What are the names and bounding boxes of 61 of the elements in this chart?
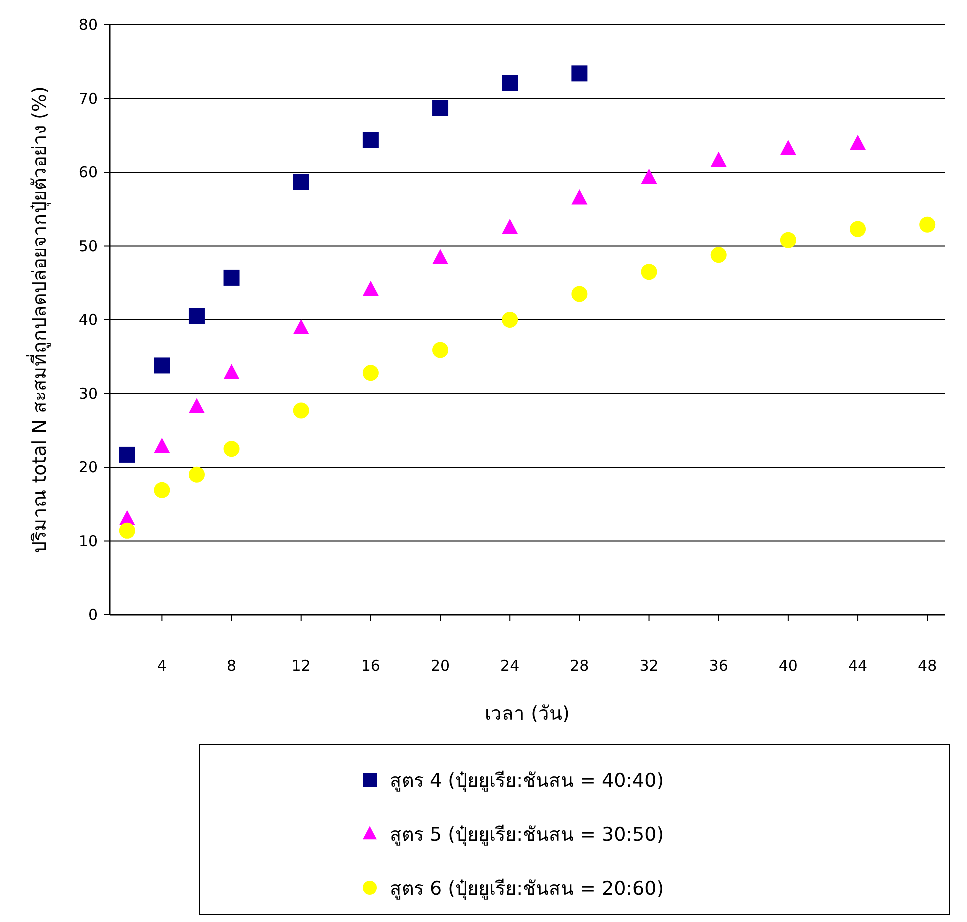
point — [362, 280, 379, 296]
point — [224, 364, 240, 380]
point — [293, 174, 310, 190]
point — [154, 358, 170, 374]
y-tick-label: 20 — [78, 458, 98, 476]
point — [119, 522, 136, 539]
point — [293, 402, 310, 419]
x-tick-label: 44 — [848, 657, 868, 675]
point — [432, 100, 449, 116]
point — [119, 446, 136, 463]
point — [154, 438, 170, 454]
point — [780, 232, 796, 248]
point — [780, 140, 796, 156]
point — [710, 152, 727, 168]
x-tick-label: 20 — [430, 657, 450, 675]
y-tick-label: 30 — [78, 384, 98, 403]
point — [710, 247, 727, 264]
point — [224, 270, 240, 286]
point — [188, 398, 205, 414]
point — [850, 134, 866, 150]
legend-label: สูตร 5 (ปุ๋ยยูเรีย:ชันสน = 30:50) — [390, 824, 664, 847]
x-tick-label: 12 — [292, 657, 311, 675]
y-tick-label: 50 — [78, 237, 98, 256]
y-tick-label: 40 — [78, 311, 98, 329]
legend-label: สูตร 6 (ปุ๋ยยูเรีย:ชันสน = 20:60) — [390, 878, 664, 901]
point — [572, 190, 588, 205]
x-tick-label: 24 — [500, 657, 520, 675]
point — [641, 264, 658, 280]
point — [362, 365, 379, 382]
point — [502, 75, 518, 92]
y-tick-label: 70 — [78, 90, 98, 108]
x-tick-label: 48 — [918, 657, 938, 675]
point — [293, 319, 310, 335]
point — [154, 482, 170, 498]
x-tick-label: 40 — [778, 657, 798, 675]
point — [432, 342, 449, 358]
point — [188, 308, 205, 324]
point — [188, 466, 205, 483]
point — [502, 312, 518, 328]
x-tick-label: 4 — [157, 657, 167, 675]
legend-label: สูตร 4 (ปุ๋ยยูเรีย:ชันสน = 40:40) — [390, 770, 664, 793]
y-tick-label: 80 — [78, 16, 98, 34]
y-tick-label: 0 — [88, 606, 98, 624]
point — [920, 216, 936, 233]
y-tick-label: 60 — [78, 164, 98, 182]
point — [572, 66, 588, 82]
x-tick-label: 32 — [640, 657, 659, 675]
x-tick-label: 16 — [361, 657, 380, 675]
point — [641, 168, 658, 184]
x-tick-label: 8 — [226, 657, 237, 675]
point — [502, 219, 518, 234]
y-axis-title: ปริมาณ total N สะสมที่ถูกปลดปล่อยจากปุ๋ยตัวอย่าง (%) — [26, 86, 52, 554]
point — [572, 286, 588, 302]
point — [224, 441, 240, 458]
y-tick-label: 10 — [78, 532, 98, 550]
x-tick-label: 28 — [570, 657, 590, 675]
point — [362, 132, 379, 148]
point — [432, 249, 449, 264]
x-tick-label: 36 — [709, 657, 728, 675]
x-axis-title: เวลา (วัน) — [485, 703, 570, 725]
point — [850, 221, 866, 238]
